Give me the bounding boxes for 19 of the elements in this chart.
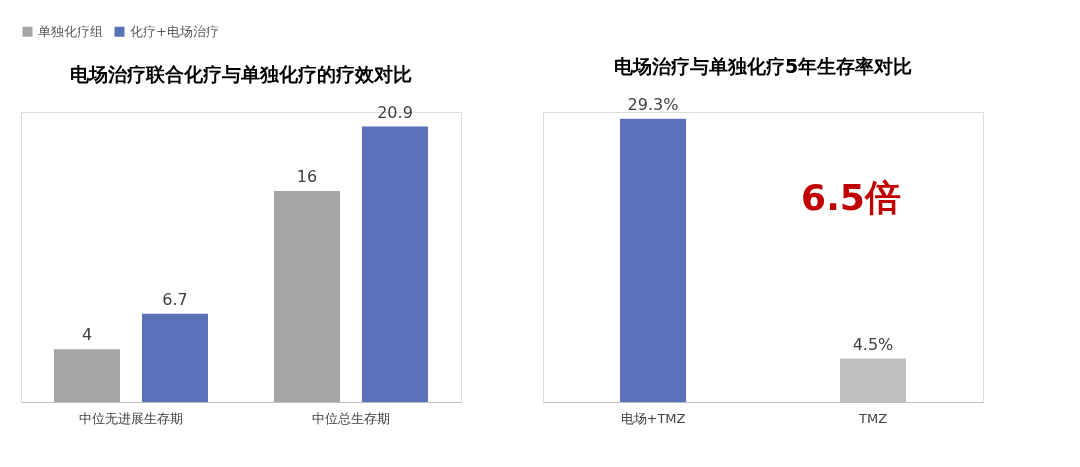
- data-label: 16: [296, 167, 318, 187]
- bar: [54, 349, 120, 402]
- x-tick-label: 中位总生存期: [312, 410, 390, 426]
- legend-label: 化疗+电场治疗: [130, 23, 219, 39]
- bar: [274, 191, 340, 402]
- bar: [142, 313, 208, 402]
- bar: [362, 126, 428, 402]
- annotation: 6.5倍: [801, 177, 901, 218]
- chart-title: 电场治疗联合化疗与单独化疗的疗效对比: [70, 62, 412, 85]
- data-label: 6.7: [162, 289, 188, 309]
- legend-label: 单独化疗组: [38, 23, 103, 39]
- chart-title: 电场治疗与单独化疗5年生存率对比: [613, 54, 913, 77]
- data-label: 20.9: [377, 102, 413, 122]
- data-label: 4.5%: [852, 334, 894, 354]
- x-tick-label: 电场+TMZ: [620, 410, 686, 426]
- data-label: 29.3%: [627, 94, 679, 114]
- data-label: 4: [81, 325, 93, 345]
- x-tick-label: 中位无进展生存期: [79, 410, 183, 426]
- x-tick-label: TMZ: [857, 410, 888, 426]
